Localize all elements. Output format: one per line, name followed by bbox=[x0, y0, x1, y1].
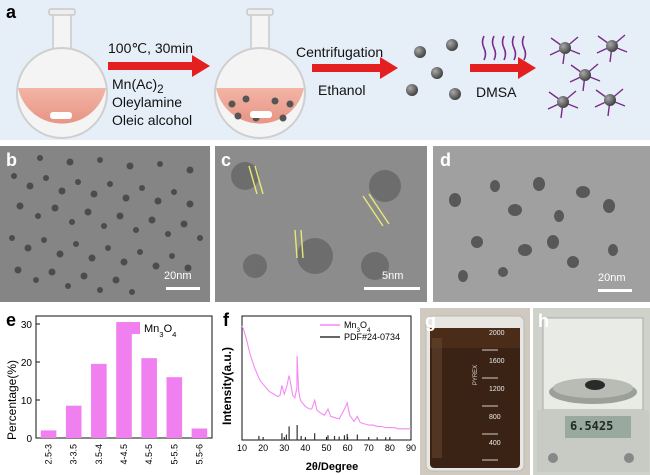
f-xtick-label: 40 bbox=[300, 443, 310, 453]
arrow-1-icon bbox=[108, 55, 210, 77]
e-xtick-label: 4-4.5 bbox=[119, 444, 129, 465]
beaker-mark-400: 400 bbox=[489, 440, 501, 447]
e-bar bbox=[65, 405, 82, 438]
balance-photo bbox=[533, 308, 650, 475]
f-legend-label-2: PDF#24-0734 bbox=[344, 332, 400, 342]
tem-image-b bbox=[0, 146, 210, 302]
e-ytick-label: 30 bbox=[21, 320, 33, 331]
panel-label-b: b bbox=[6, 150, 17, 170]
e-bar bbox=[116, 322, 132, 438]
beaker-mark-2000: 2000 bbox=[489, 330, 505, 337]
e-bar bbox=[91, 363, 107, 438]
e-bar bbox=[40, 430, 57, 438]
scale-bar-d bbox=[598, 289, 632, 292]
beaker-mark-1600: 1600 bbox=[489, 358, 505, 365]
panel-label-e: e bbox=[6, 310, 17, 330]
arrow-2-icon bbox=[312, 57, 398, 79]
f-xtick-label: 30 bbox=[279, 443, 289, 453]
beaker-brand: PYREX bbox=[473, 364, 480, 386]
f-xtick-label: 60 bbox=[343, 443, 353, 453]
functionalized-nanoparticles-icon bbox=[547, 34, 628, 119]
e-xtick-label: 4.5-5 bbox=[144, 444, 154, 465]
panel-label-c: c bbox=[221, 150, 232, 170]
e-bar bbox=[141, 358, 157, 438]
f-xlabel: 2θ/Degree bbox=[306, 461, 358, 473]
step3-reagent: DMSA bbox=[476, 84, 517, 100]
tem-image-d bbox=[433, 146, 650, 302]
panel-label-f: f bbox=[223, 310, 229, 330]
f-xtick-label: 80 bbox=[385, 443, 395, 453]
f-xtick-label: 10 bbox=[237, 443, 247, 453]
e-xtick-label: 3-3.5 bbox=[69, 444, 79, 465]
xrd-chart: 10 20 30 40 50 60 70 80 90 Intensity(a.u.) 2θ/De… bbox=[220, 315, 416, 473]
e-xtick-label: 3.5-4 bbox=[94, 444, 104, 465]
e-legend-label: Mn3O4 bbox=[144, 323, 177, 339]
beaker-mark-1200: 1200 bbox=[489, 386, 505, 393]
e-ylabel: Percentage(%) bbox=[5, 360, 19, 440]
e-ytick-label: 0 bbox=[26, 434, 32, 445]
panel-label-d: d bbox=[440, 150, 451, 170]
nanoparticles-icon bbox=[406, 39, 461, 100]
f-xtick-label: 50 bbox=[321, 443, 331, 453]
dmsa-ligand-icon bbox=[481, 35, 527, 61]
panel-label-g: g bbox=[425, 311, 436, 331]
step1-condition: 100℃, 30min bbox=[108, 40, 193, 56]
beaker-photo bbox=[420, 308, 530, 475]
step1-reagent-mnac2: Mn(Ac)2 bbox=[112, 76, 164, 96]
step1-reagent-oleic-alcohol: Oleic alcohol bbox=[112, 112, 193, 128]
step2-label: Centrifugation bbox=[296, 44, 384, 60]
e-xtick-label: 5-5.5 bbox=[169, 444, 179, 465]
e-bar bbox=[191, 428, 208, 438]
tem-image-c bbox=[215, 146, 427, 302]
scheme-graphics bbox=[16, 8, 628, 139]
balance-reading: 6.5425 bbox=[570, 419, 614, 433]
step1-reagent-oleylamine: Oleylamine bbox=[112, 94, 183, 110]
tem-b-particles bbox=[0, 146, 210, 302]
scale-label-b: 20nm bbox=[164, 270, 192, 282]
e-xtick-label: 5.5-6 bbox=[194, 444, 204, 465]
beaker-icon bbox=[420, 308, 530, 475]
f-xtick-label: 20 bbox=[258, 443, 268, 453]
flask-2-icon bbox=[214, 8, 306, 139]
tem-d-particles bbox=[433, 146, 650, 302]
f-ylabel: Intensity(a.u.) bbox=[220, 347, 234, 425]
e-ytick-label: 20 bbox=[21, 358, 33, 369]
flask-1-icon bbox=[16, 8, 108, 139]
tem-c-lattice bbox=[215, 146, 427, 302]
arrow-3-icon bbox=[470, 57, 536, 79]
e-legend-swatch bbox=[122, 322, 140, 334]
panel-label-h: h bbox=[538, 311, 549, 331]
e-bar bbox=[166, 377, 183, 438]
f-xtick-label: 90 bbox=[406, 443, 416, 453]
size-distribution-chart: 0 10 20 30 2.5-3 3-3.5 3.5-4 4-4.5 4.5-5 5-5.5 5.5… bbox=[5, 315, 213, 465]
e-xtick-label: 2.5-3 bbox=[44, 444, 54, 465]
f-xtick-label: 70 bbox=[364, 443, 374, 453]
scale-bar-b bbox=[166, 287, 200, 290]
balance-icon bbox=[533, 308, 650, 475]
scale-label-d: 20nm bbox=[598, 272, 626, 284]
step2-solvent: Ethanol bbox=[318, 82, 366, 98]
scale-label-c: 5nm bbox=[382, 270, 404, 282]
beaker-mark-800: 800 bbox=[489, 414, 501, 421]
scale-bar-c bbox=[364, 287, 420, 290]
panel-label-a: a bbox=[6, 2, 17, 22]
xrd-series-line bbox=[241, 325, 411, 430]
e-ytick-label: 10 bbox=[21, 396, 33, 407]
